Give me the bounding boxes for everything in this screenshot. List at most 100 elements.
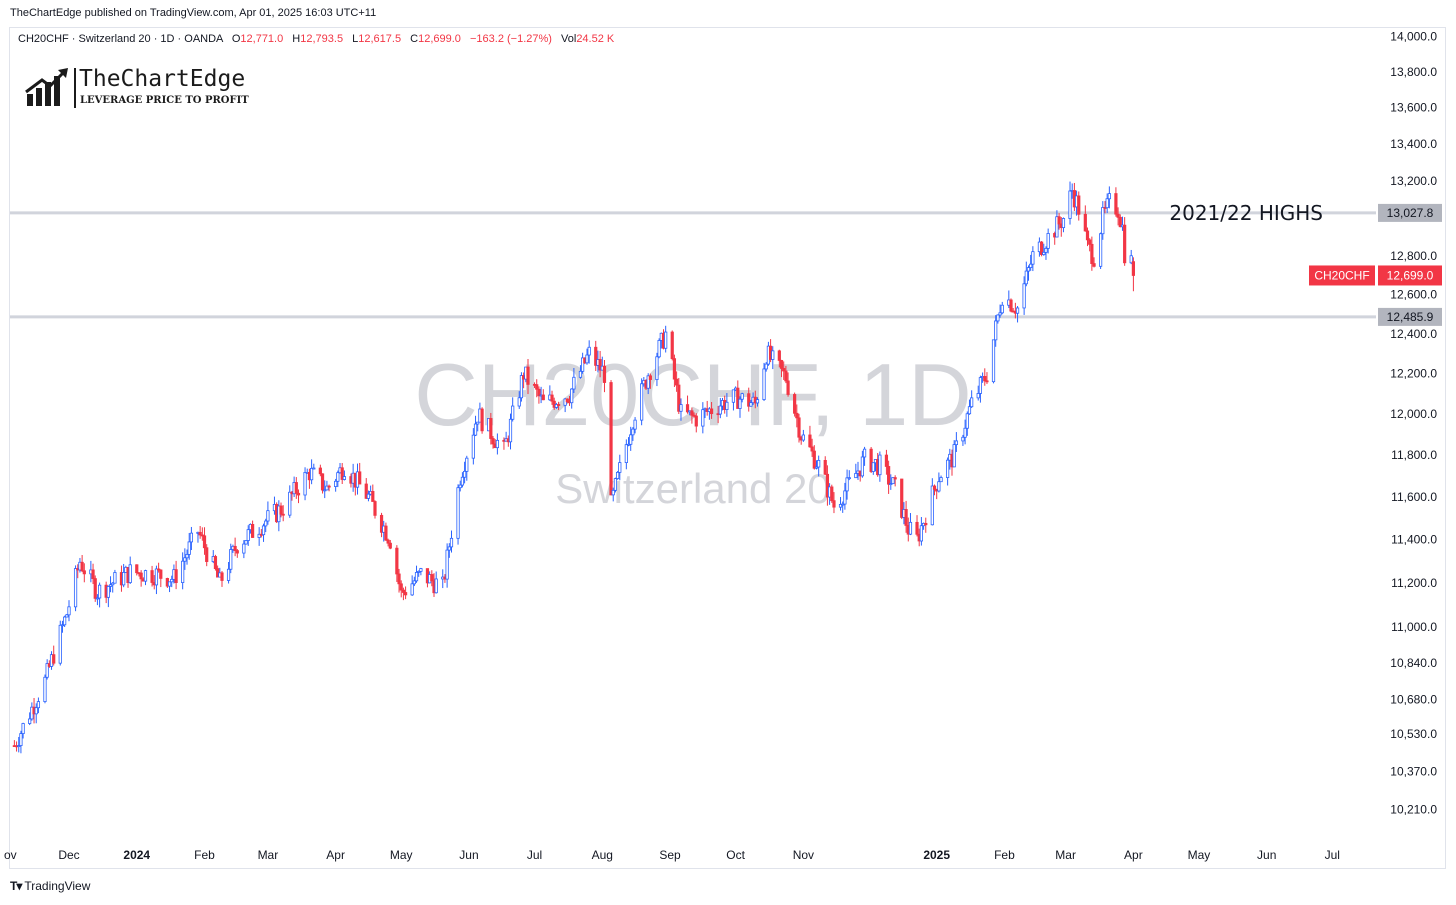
candle-body [465, 457, 469, 472]
x-tick-label: Dec [58, 848, 79, 862]
candle-body [648, 375, 652, 380]
candle-body [189, 532, 194, 543]
candle-body [52, 654, 56, 664]
x-tick-label: Feb [194, 848, 215, 862]
candle-body [685, 404, 690, 413]
candle-body [403, 592, 408, 596]
y-tick-label: 10,840.0 [1390, 656, 1437, 670]
logo-divider [74, 68, 76, 108]
candle-body [640, 383, 644, 421]
x-tick-label: Jul [527, 848, 542, 862]
chart-frame[interactable] [9, 27, 1446, 869]
candle-body [694, 415, 698, 427]
candle-body [511, 405, 515, 420]
candle-body [456, 487, 460, 539]
candle-body [445, 549, 449, 580]
candle-body [615, 471, 620, 479]
candle-body [817, 459, 821, 468]
candle-body [1129, 255, 1133, 264]
candle-body [185, 553, 189, 559]
candle-body [434, 578, 438, 594]
candle-body [801, 434, 805, 441]
candle-body [602, 365, 607, 383]
candle-body [904, 509, 908, 526]
candle-body [550, 394, 554, 402]
candle-body [939, 477, 943, 483]
candle-body [257, 533, 261, 538]
candle-body [832, 500, 836, 508]
candle-body [213, 556, 218, 569]
candle-body [657, 340, 661, 358]
candle-body [626, 443, 631, 446]
x-tick-label: Mar [1055, 848, 1076, 862]
y-tick-label: 12,400.0 [1390, 327, 1437, 341]
level-annotation: 2021/22 HIGHS [1169, 201, 1323, 225]
candle-body [106, 586, 110, 598]
candle-body [563, 398, 567, 406]
y-tick-label: 12,800.0 [1390, 249, 1437, 263]
candle-body [122, 572, 126, 586]
candle-body [738, 398, 742, 409]
candle-body [740, 393, 744, 400]
candle-body [229, 549, 233, 570]
legend-high-label: H [292, 33, 301, 45]
candle-body [812, 450, 816, 469]
candle-body [21, 723, 25, 734]
x-tick-label: ov [4, 848, 17, 862]
candle-body [860, 456, 864, 477]
candle-body [814, 466, 819, 469]
candle-body [233, 545, 237, 551]
candle-body [460, 476, 465, 486]
candle-body [1024, 270, 1028, 285]
candle-body [489, 418, 493, 439]
legend-open-value: 12,771.0 [240, 33, 284, 45]
candle-body [58, 624, 62, 664]
candle-body [771, 350, 775, 360]
x-tick-label: Sep [659, 848, 681, 862]
candle-body [19, 733, 23, 746]
candle-body [900, 478, 904, 518]
y-tick-label: 13,400.0 [1390, 137, 1437, 151]
candle-body [366, 493, 371, 499]
candle-body [585, 354, 589, 364]
symbol-legend: CH20CHF · Switzerland 20 · 1D · OANDA O1… [18, 33, 614, 45]
candle-body [473, 423, 478, 436]
candle-body [613, 478, 618, 491]
candle-body [401, 589, 406, 593]
candle-body [111, 582, 115, 586]
y-tick-label: 10,530.0 [1390, 727, 1437, 741]
candle-body [1077, 195, 1081, 215]
x-tick-label: Apr [326, 848, 345, 862]
candle-body [996, 314, 1000, 322]
candle-body [1092, 263, 1096, 267]
candle-body [862, 448, 867, 458]
candle-body [187, 541, 191, 555]
candle-body [34, 707, 38, 715]
legend-high-value: 12,793.5 [300, 33, 344, 45]
candle-body [36, 701, 41, 709]
candle-body [736, 387, 740, 409]
x-tick-label: Aug [592, 848, 613, 862]
candle-body [318, 467, 322, 475]
symbol-tag [1309, 265, 1375, 286]
candle-body [342, 476, 346, 480]
candle-body [845, 477, 849, 492]
candle-body [718, 405, 722, 415]
candle-body [1042, 251, 1046, 255]
tradingview-footer[interactable]: ⁠T⁠▾ TradingView [10, 879, 90, 893]
candle-body [1046, 233, 1050, 249]
candle-body [854, 473, 858, 479]
candle-body [755, 399, 760, 404]
candle-body [480, 408, 484, 432]
candle-body [937, 481, 941, 492]
candle-body [1114, 193, 1118, 215]
candle-body [364, 483, 368, 499]
candle-body [235, 550, 239, 554]
candle-body [709, 408, 714, 415]
candle-body [887, 466, 891, 485]
candle-body [963, 427, 967, 438]
level-price-tag [1378, 307, 1442, 326]
y-tick-label: 11,400.0 [1391, 533, 1437, 547]
y-tick-label: 14,000.0 [1390, 30, 1437, 44]
